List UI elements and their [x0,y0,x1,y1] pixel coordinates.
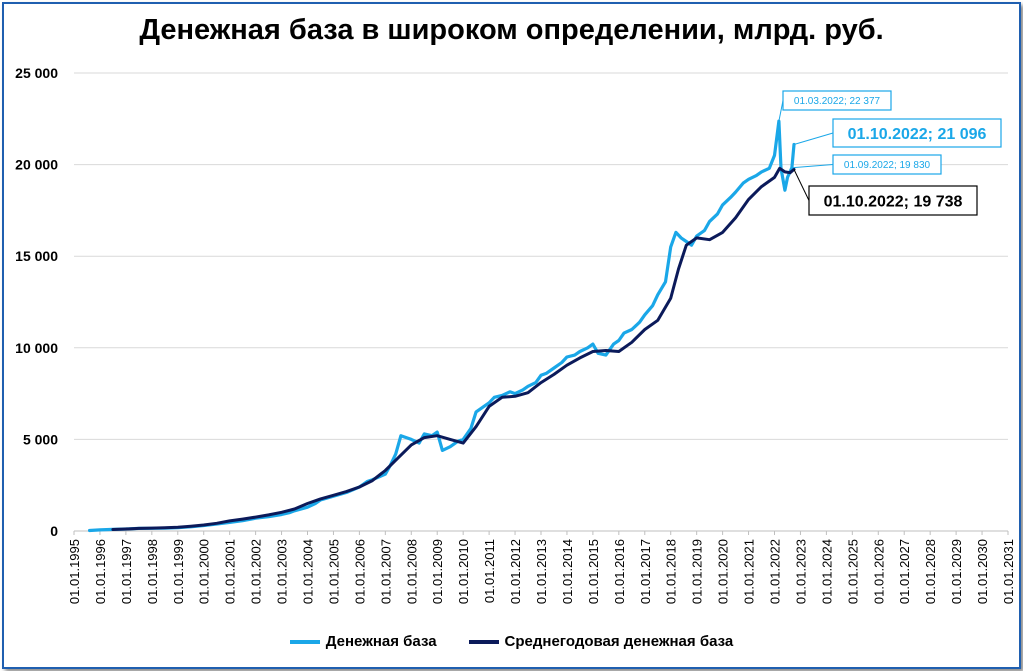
x-tick-label: 01.01.2022 [768,539,783,604]
x-tick-label: 01.01.2013 [534,539,549,604]
x-tick-label: 01.01.2017 [638,539,653,604]
legend-item-avg: Среднегодовая денежная база [468,633,734,650]
x-tick-label: 01.01.2004 [301,539,316,604]
annotation-label: 01.03.2022; 22 377 [794,96,881,107]
x-tick-label: 01.01.2023 [793,539,808,604]
x-tick-label: 01.01.2001 [223,539,238,604]
legend-label-base: Денежная база [325,633,437,650]
x-tick-label: 01.01.2012 [508,539,523,604]
x-tick-label: 01.01.2000 [197,539,212,604]
x-tick-label: 01.01.2021 [742,539,757,604]
x-tick-label: 01.01.2008 [404,539,419,604]
x-tick-label: 01.01.2030 [975,539,990,604]
x-tick-label: 01.01.2019 [690,539,705,604]
chart-title: Денежная база в широком определении, млр… [139,14,884,46]
annotation-leader [793,132,834,146]
x-tick-label: 01.01.2003 [275,539,290,604]
x-tick-label: 01.01.2026 [871,539,886,604]
x-tick-label: 01.01.2029 [949,539,964,604]
x-tick-label: 01.01.2024 [819,539,834,604]
x-tick-label: 01.01.2015 [586,539,601,604]
y-tick-label: 20 000 [15,157,58,173]
x-tick-label: 01.01.1997 [119,539,134,604]
legend-swatch-base [289,639,320,644]
annotation-label: 01.10.2022; 21 096 [848,126,987,143]
x-tick-label: 01.01.1996 [93,539,108,604]
y-tick-label: 15 000 [15,248,58,264]
x-tick-label: 01.01.2011 [482,539,497,603]
legend-swatch-avg [468,639,499,644]
x-tick-label: 01.01.2009 [430,539,445,604]
annotation-box [832,118,1002,148]
x-tick-label: 01.01.2014 [560,539,575,604]
legend-label-avg: Среднегодовая денежная база [504,633,734,650]
legend: Денежная база Среднегодовая денежная баз… [0,633,1023,650]
annotation-label: 01.09.2022; 19 830 [844,160,931,171]
x-tick-label: 01.01.2016 [612,539,627,604]
y-tick-label: 5 000 [23,431,58,447]
x-tick-label: 01.01.2005 [326,539,341,604]
y-tick-label: 0 [50,523,58,539]
x-tick-label: 01.01.2028 [923,539,938,604]
x-tick-label: 01.01.2006 [352,539,367,604]
y-tick-label: 10 000 [15,340,58,356]
annotation-label: 01.10.2022; 19 738 [824,193,963,210]
x-tick-label: 01.01.1995 [67,539,82,604]
series-line-avg [111,166,796,531]
annotation-leader [791,164,834,169]
x-tick-label: 01.01.1999 [171,539,186,604]
x-tick-label: 01.01.1998 [145,539,160,604]
annotation-leader [778,100,784,122]
y-tick-label: 25 000 [15,65,58,81]
x-tick-label: 01.01.2010 [456,539,471,604]
x-tick-label: 01.01.2007 [378,539,393,604]
annotation-box [782,90,892,111]
x-tick-label: 01.01.2031 [1001,539,1016,604]
annotation-box [808,185,978,216]
x-tick-label: 01.01.2018 [664,539,679,604]
annotation-box [832,154,942,175]
legend-item-base: Денежная база [289,633,437,650]
x-tick-label: 01.01.2002 [249,539,264,604]
x-tick-label: 01.01.2020 [716,539,731,604]
series-line-base [88,119,796,533]
annotation-leader [793,169,810,201]
x-tick-label: 01.01.2027 [897,539,912,604]
x-tick-label: 01.01.2025 [845,539,860,604]
